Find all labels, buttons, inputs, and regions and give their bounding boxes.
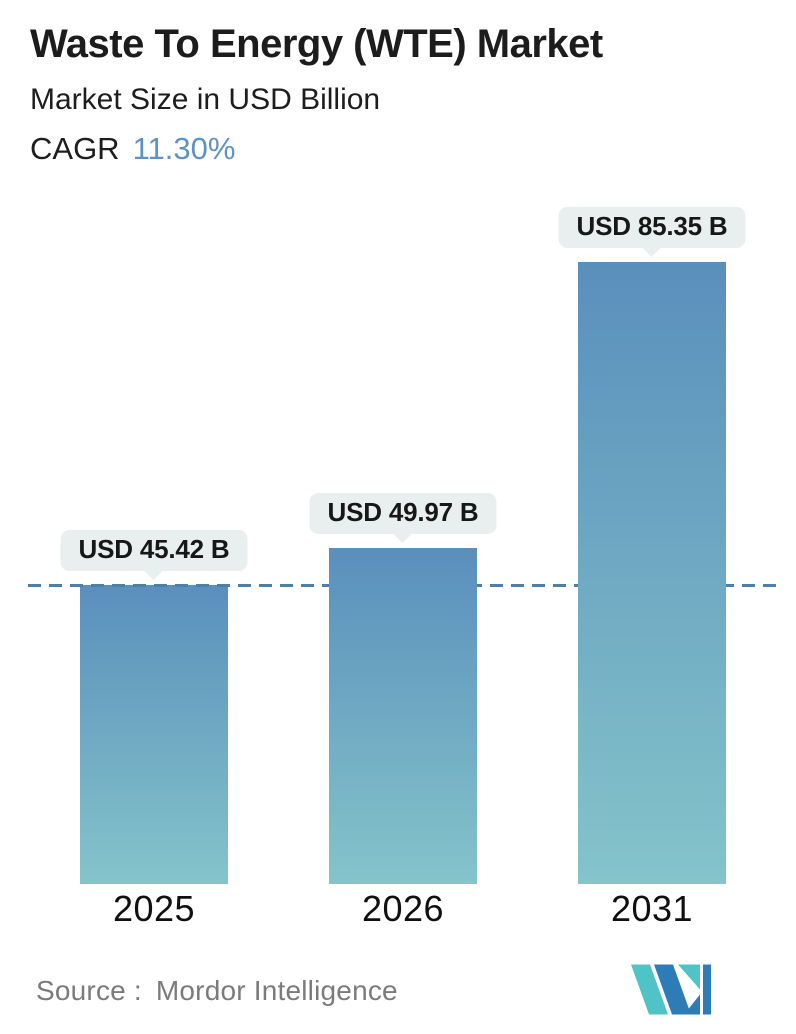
mordor-intelligence-logo [631, 964, 711, 1015]
bar-2025 [80, 585, 228, 884]
cagr-value: 11.30% [132, 131, 236, 166]
bar-2031 [578, 262, 726, 884]
x-tick-2031: 2031 [610, 888, 694, 929]
chart-subtitle: Market Size in USD Billion [30, 83, 381, 116]
chart-title: Waste To Energy (WTE) Market [30, 22, 603, 66]
header: Waste To Energy (WTE) Market Market Size… [30, 22, 603, 165]
value-label-2031: USD 85.35 B [576, 211, 728, 241]
value-label-2025: USD 45.42 B [78, 534, 230, 564]
value-label-2026: USD 49.97 B [327, 497, 479, 527]
source-note: Source : Mordor Intelligence [36, 975, 398, 1007]
value-callout-2031: USD 85.35 B [558, 207, 746, 248]
source-label: Source : [36, 975, 142, 1006]
source-value: Mordor Intelligence [155, 975, 398, 1006]
value-callout-2026: USD 49.97 B [309, 493, 497, 534]
x-tick-2026: 2026 [361, 888, 445, 929]
cagr-label: CAGR [30, 131, 120, 166]
cagr-row: CAGR 11.30% [30, 132, 603, 165]
bar-2026 [329, 548, 477, 884]
value-callout-2025: USD 45.42 B [60, 530, 248, 571]
x-tick-2025: 2025 [112, 888, 196, 929]
